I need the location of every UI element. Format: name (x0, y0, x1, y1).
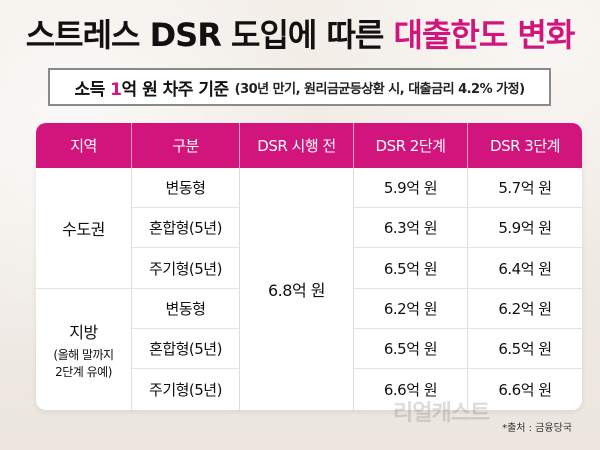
subtitle-main: 소득 1억 원 차주 기준 (74, 75, 230, 100)
region-cell: 지방 (올해 말까지 2단계 유예) (36, 289, 131, 410)
region-cell: 수도권 (36, 168, 131, 289)
dsr2-cell: 6.3억 원 (354, 208, 467, 248)
subtitle-highlight: 1 (110, 79, 122, 100)
dsr3-cell: 6.2억 원 (468, 289, 582, 329)
type-column: 변동형 혼합형(5년) 주기형(5년) 변동형 혼합형(5년) 주기형(5년) (132, 168, 240, 410)
subtitle-note: (30년 만기, 원리금균등상환 시, 대출금리 4.2% 가정) (234, 81, 525, 97)
type-cell: 혼합형(5년) (132, 208, 239, 248)
type-cell: 혼합형(5년) (132, 329, 239, 369)
subtitle-suffix: 억 원 차주 기준 (121, 79, 230, 100)
type-cell: 주기형(5년) (149, 381, 222, 399)
page-title: 스트레스 DSR 도입에 따른 대출한도 변화 (0, 10, 600, 56)
subtitle-box: 소득 1억 원 차주 기준 (30년 만기, 원리금균등상환 시, 대출금리 4… (48, 68, 551, 106)
region-name: 지방 (69, 322, 98, 342)
title-highlight: 대출한도 변화 (393, 16, 576, 54)
before-column: 6.8억 원 (240, 168, 354, 410)
dsr2-cell: 6.5억 원 (354, 329, 467, 369)
watermark: 리얼캐스트 (393, 401, 490, 426)
table-body: 수도권 지방 (올해 말까지 2단계 유예) 변동형 혼합형(5년) 주기형(5… (36, 168, 582, 410)
title-part1: 스트레스 DSR 도입 (25, 16, 289, 54)
dsr3-cell: 5.7억 원 (468, 168, 582, 208)
header-dsr2: DSR 2단계 (354, 123, 468, 168)
type-cell: 주기형(5년) (132, 248, 239, 289)
region-column: 수도권 지방 (올해 말까지 2단계 유예) (36, 168, 132, 410)
header-before: DSR 시행 전 (240, 123, 354, 168)
dsr2-cell: 6.2억 원 (354, 289, 467, 329)
table-header: 지역 구분 DSR 시행 전 DSR 2단계 DSR 3단계 (36, 123, 582, 168)
header-dsr3: DSR 3단계 (490, 137, 560, 155)
title-part2: 에 따른 (287, 16, 394, 54)
region-note: (올해 말까지 2단계 유예) (53, 347, 114, 379)
dsr3-column: 5.7억 원 5.9억 원 6.4억 원 6.2억 원 6.5억 원 6.6억 … (468, 168, 582, 410)
dsr3-cell: 6.6억 원 (498, 381, 552, 399)
type-cell: 변동형 (132, 168, 239, 208)
region-name: 수도권 (62, 220, 105, 239)
header-region: 지역 (36, 123, 132, 168)
dsr2-cell: 6.5억 원 (354, 248, 467, 289)
dsr2-column: 5.9억 원 6.3억 원 6.5억 원 6.2억 원 6.5억 원 6.6억 … (354, 168, 468, 410)
header-type: 구분 (132, 123, 240, 168)
comparison-table: 지역 구분 DSR 시행 전 DSR 2단계 DSR 3단계 수도권 지방 (올… (36, 123, 582, 410)
dsr2-cell: 5.9억 원 (354, 168, 467, 208)
dsr3-cell: 6.4억 원 (468, 248, 582, 289)
type-cell: 변동형 (132, 289, 239, 329)
subtitle-prefix: 소득 (74, 79, 111, 100)
dsr3-cell: 5.9억 원 (468, 208, 582, 248)
dsr2-cell: 6.6억 원 (383, 381, 438, 399)
before-value: 6.8억 원 (268, 281, 325, 300)
dsr3-cell: 6.5억 원 (468, 329, 582, 369)
source-note: *출처 : 금융당국 (502, 423, 572, 434)
